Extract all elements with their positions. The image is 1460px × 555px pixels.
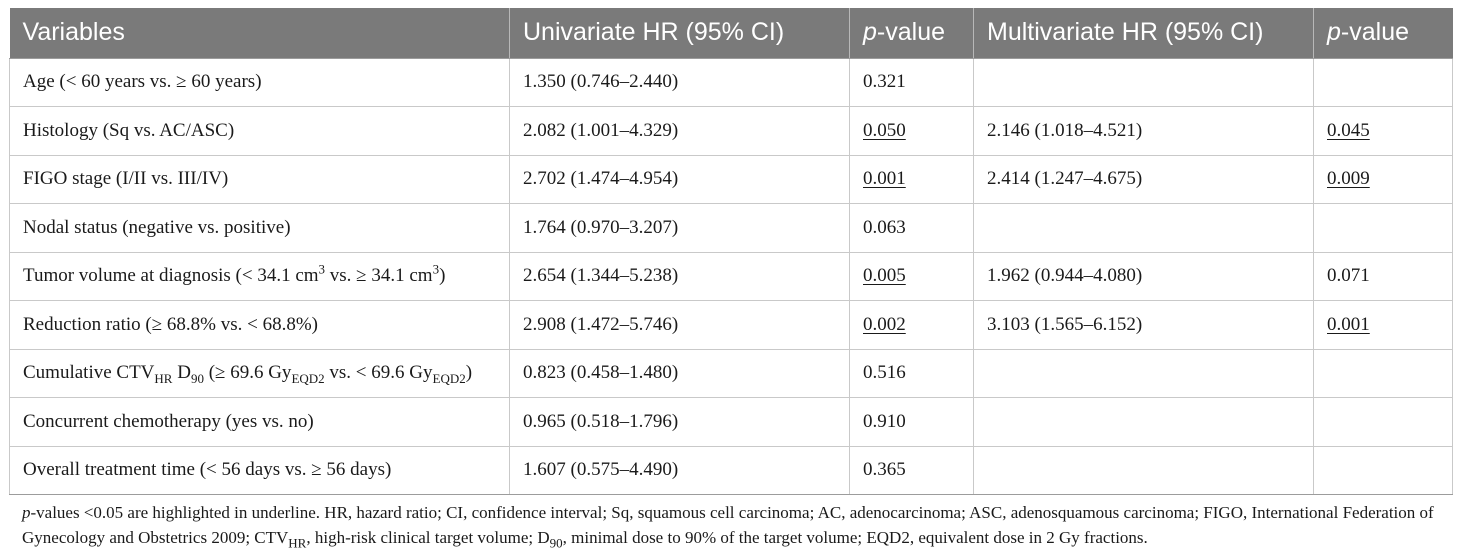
variable-text: ) (465, 362, 473, 384)
cell-multivariate-p: 0.009 (1313, 154, 1453, 204)
hazard-ratio-table: Variables Univariate HR (95% CI) p-value… (9, 8, 1453, 495)
cell-univariate-hr: 1.350 (0.746–2.440) (509, 57, 850, 107)
header-univariate-hr: Univariate HR (95% CI) (509, 8, 850, 59)
cell-multivariate-hr (973, 348, 1314, 398)
cell-multivariate-hr: 2.146 (1.018–4.521) (973, 106, 1314, 156)
table-row: Age (< 60 years vs. ≥ 60 years) 1.350 (0… (9, 57, 1453, 107)
cell-univariate-p: 0.321 (849, 57, 974, 107)
variable-text: ) (439, 265, 446, 287)
cell-multivariate-p (1313, 57, 1453, 107)
cell-multivariate-p: 0.071 (1313, 251, 1453, 301)
subscript: EQD2 (291, 371, 325, 387)
cell-univariate-p: 0.063 (849, 203, 974, 253)
cell-multivariate-p (1313, 203, 1453, 253)
footnote-text: , minimal dose to 90% of the target volu… (562, 528, 1148, 547)
significant-p-value: 0.002 (863, 313, 906, 335)
cell-multivariate-hr (973, 445, 1314, 495)
footnote-p-italic: p (22, 503, 31, 522)
header-p-italic: p (863, 18, 877, 47)
table-row: Histology (Sq vs. AC/ASC) 2.082 (1.001–4… (9, 106, 1453, 156)
cell-univariate-p: 0.001 (849, 154, 974, 204)
table-row: Overall treatment time (< 56 days vs. ≥ … (9, 445, 1453, 495)
table-row: Cumulative CTVHR D90 (≥ 69.6 GyEQD2 vs. … (9, 348, 1453, 398)
cell-univariate-p: 0.516 (849, 348, 974, 398)
table-footnote: p-values <0.05 are highlighted in underl… (22, 500, 1452, 550)
cell-univariate-hr: 2.654 (1.344–5.238) (509, 251, 850, 301)
header-p-suffix: -value (1340, 18, 1409, 47)
cell-multivariate-p: 0.045 (1313, 106, 1453, 156)
variable-text: (≥ 69.6 Gy (203, 362, 292, 384)
header-p-suffix: -value (876, 18, 945, 47)
cell-multivariate-hr (973, 57, 1314, 107)
cell-variable: Concurrent chemotherapy (yes vs. no) (9, 397, 510, 447)
cell-multivariate-hr (973, 203, 1314, 253)
table-row: Reduction ratio (≥ 68.8% vs. < 68.8%) 2.… (9, 300, 1453, 350)
cell-variable: Cumulative CTVHR D90 (≥ 69.6 GyEQD2 vs. … (9, 348, 510, 398)
subscript: 90 (190, 371, 204, 387)
table-row: Concurrent chemotherapy (yes vs. no) 0.9… (9, 397, 1453, 447)
cell-multivariate-p: 0.001 (1313, 300, 1453, 350)
variable-text: vs. < 69.6 Gy (324, 362, 433, 384)
cell-variable: Tumor volume at diagnosis (< 34.1 cm3 vs… (9, 251, 510, 301)
cell-multivariate-p (1313, 445, 1453, 495)
cell-multivariate-p (1313, 397, 1453, 447)
variable-text: Tumor volume at diagnosis (< 34.1 cm (23, 265, 319, 287)
table-header-row: Variables Univariate HR (95% CI) p-value… (9, 8, 1453, 59)
header-univariate-p: p-value (849, 8, 974, 59)
table-row: FIGO stage (I/II vs. III/IV) 2.702 (1.47… (9, 154, 1453, 204)
significant-p-value: 0.045 (1327, 119, 1370, 141)
significant-p-value: 0.001 (1327, 313, 1370, 335)
cell-univariate-hr: 1.607 (0.575–4.490) (509, 445, 850, 495)
subscript: HR (154, 371, 173, 387)
cell-univariate-hr: 0.965 (0.518–1.796) (509, 397, 850, 447)
cell-variable: Nodal status (negative vs. positive) (9, 203, 510, 253)
cell-univariate-p: 0.050 (849, 106, 974, 156)
significant-p-value: 0.005 (863, 265, 906, 287)
cell-univariate-p: 0.910 (849, 397, 974, 447)
cell-variable: FIGO stage (I/II vs. III/IV) (9, 154, 510, 204)
table-row: Nodal status (negative vs. positive) 1.7… (9, 203, 1453, 253)
footnote-subscript: HR (288, 535, 307, 551)
cell-multivariate-hr: 1.962 (0.944–4.080) (973, 251, 1314, 301)
cell-univariate-p: 0.002 (849, 300, 974, 350)
header-variables: Variables (9, 8, 510, 59)
cell-univariate-hr: 2.702 (1.474–4.954) (509, 154, 850, 204)
cell-univariate-p: 0.365 (849, 445, 974, 495)
variable-text: D (172, 362, 191, 384)
superscript: 3 (432, 261, 440, 277)
cell-univariate-hr: 1.764 (0.970–3.207) (509, 203, 850, 253)
subscript: EQD2 (432, 371, 466, 387)
results-table-container: Variables Univariate HR (95% CI) p-value… (9, 8, 1453, 495)
superscript: 3 (318, 261, 326, 277)
footnote-text: -values <0.05 are highlighted in underli… (22, 503, 1434, 547)
header-multivariate-hr: Multivariate HR (95% CI) (973, 8, 1314, 59)
cell-multivariate-p (1313, 348, 1453, 398)
header-multivariate-p: p-value (1313, 8, 1453, 59)
cell-variable: Age (< 60 years vs. ≥ 60 years) (9, 57, 510, 107)
significant-p-value: 0.009 (1327, 168, 1370, 190)
footnote-text: , high-risk clinical target volume; D (306, 528, 550, 547)
cell-variable: Reduction ratio (≥ 68.8% vs. < 68.8%) (9, 300, 510, 350)
variable-text: Cumulative CTV (23, 362, 155, 384)
cell-multivariate-hr: 3.103 (1.565–6.152) (973, 300, 1314, 350)
table-row: Tumor volume at diagnosis (< 34.1 cm3 vs… (9, 251, 1453, 301)
cell-univariate-hr: 0.823 (0.458–1.480) (509, 348, 850, 398)
cell-variable: Histology (Sq vs. AC/ASC) (9, 106, 510, 156)
significant-p-value: 0.001 (863, 168, 906, 190)
cell-univariate-hr: 2.082 (1.001–4.329) (509, 106, 850, 156)
cell-multivariate-hr (973, 397, 1314, 447)
cell-multivariate-hr: 2.414 (1.247–4.675) (973, 154, 1314, 204)
cell-univariate-hr: 2.908 (1.472–5.746) (509, 300, 850, 350)
cell-variable: Overall treatment time (< 56 days vs. ≥ … (9, 445, 510, 495)
significant-p-value: 0.050 (863, 119, 906, 141)
footnote-subscript: 90 (549, 535, 563, 551)
cell-univariate-p: 0.005 (849, 251, 974, 301)
variable-text: vs. ≥ 34.1 cm (325, 265, 433, 287)
header-p-italic: p (1327, 18, 1341, 47)
